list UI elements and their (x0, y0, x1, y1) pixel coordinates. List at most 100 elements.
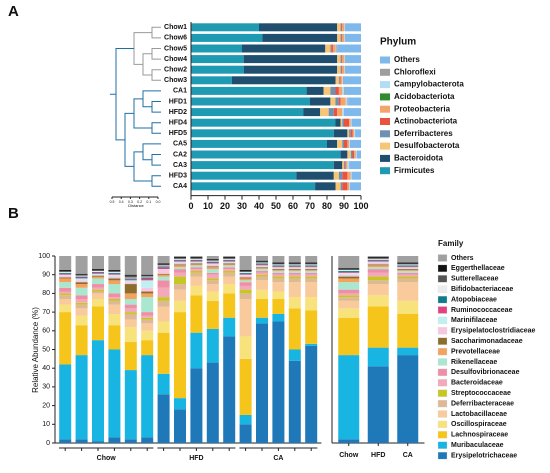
bar-segment (174, 398, 186, 410)
bar-segment (141, 330, 154, 341)
bar-segment (335, 118, 341, 127)
bar-segment (59, 304, 72, 313)
bar-segment (124, 439, 137, 443)
dendrogram-branch (151, 48, 161, 60)
legend-swatch (437, 347, 448, 356)
row-label: CA5 (173, 141, 187, 148)
legend-label: Campylobacterota (394, 80, 464, 89)
legend-swatch (437, 420, 448, 429)
bar-segment (288, 282, 301, 298)
bar-segment (338, 76, 340, 85)
bar-segment (174, 312, 186, 399)
x-tick-label: Chow (339, 452, 359, 459)
bar-segment (367, 257, 389, 259)
legend-swatch (437, 254, 448, 262)
x-tick-label: 10 (203, 201, 213, 211)
bar-segment (108, 284, 121, 294)
bar-segment (397, 265, 419, 267)
legend-label: Oscillospiraceae (451, 421, 507, 428)
bar-segment (288, 256, 301, 263)
bar-segment (92, 270, 104, 271)
bar-segment (288, 267, 301, 269)
bar-segment (348, 97, 361, 106)
bar-segment (124, 327, 137, 343)
bar-segment (141, 323, 154, 331)
bar-segment (141, 317, 154, 320)
legend-swatch (380, 118, 390, 125)
bar-segment (141, 312, 154, 316)
bar-segment (367, 272, 389, 277)
bar-segment (397, 313, 419, 348)
bar-segment (174, 269, 186, 273)
bar-segment (344, 23, 345, 32)
bar-segment (256, 266, 268, 268)
bar-segment (272, 274, 285, 277)
bar-segment (344, 65, 346, 74)
legend-label: Bacteroidaceae (451, 380, 503, 387)
bar-segment (341, 55, 343, 64)
bar-segment (336, 44, 338, 53)
bar-segment (288, 268, 301, 270)
y-tick-label: 70 (42, 309, 50, 316)
bar-segment (190, 256, 203, 257)
legend-swatch (437, 327, 448, 335)
bar-segment (344, 118, 350, 127)
bar-segment (157, 306, 170, 322)
bar-segment (75, 355, 88, 440)
bar-segment (124, 274, 137, 276)
bar-segment (190, 263, 203, 265)
legend-label: Sutterellaceae (451, 276, 499, 283)
bar-segment (124, 278, 137, 280)
row-label: Chow2 (164, 67, 187, 74)
bar-segment (338, 317, 360, 356)
legend-title: Family (438, 239, 464, 248)
row-label: CA1 (173, 88, 187, 95)
legend-swatch (380, 56, 390, 64)
bar-segment (108, 271, 121, 273)
bar-segment (191, 33, 263, 42)
bar-segment (124, 277, 137, 279)
bar-segment (191, 139, 327, 148)
bar-segment (335, 182, 341, 191)
bar-segment (223, 261, 236, 263)
bar-segment (345, 65, 361, 74)
bar-segment (344, 108, 361, 117)
bar-segment (272, 270, 285, 271)
bar-segment (59, 277, 72, 279)
legend-swatch (437, 264, 448, 273)
bar-segment (347, 139, 350, 148)
bar-segment (174, 260, 186, 262)
dendrogram-axis-label: Distance (128, 203, 144, 208)
bar-segment (223, 276, 236, 285)
bar-segment (397, 264, 419, 266)
bar-segment (288, 270, 301, 271)
bar-segment (272, 268, 285, 270)
bar-segment (75, 278, 88, 281)
bar-segment (335, 86, 339, 95)
bar-segment (349, 182, 361, 191)
bar-segment (157, 373, 170, 395)
bar-segment (239, 280, 252, 283)
bar-segment (174, 256, 186, 258)
bar-segment (256, 274, 268, 277)
dendrogram-tick-label: 0.1 (146, 200, 151, 204)
bar-segment (206, 300, 219, 329)
bar-segment (191, 55, 244, 64)
bar-segment (174, 257, 186, 259)
bar-segment (124, 282, 137, 285)
bar-segment (59, 364, 72, 440)
bar-segment (367, 259, 389, 261)
bar-segment (124, 256, 137, 275)
legend-swatch (437, 451, 448, 460)
bar-segment (397, 355, 419, 443)
legend-label: Proteobacteria (394, 104, 451, 113)
legend-swatch (380, 93, 390, 101)
bar-segment (367, 306, 389, 348)
bar-segment (397, 347, 419, 356)
y-axis-label: Relative Abundance (%) (31, 307, 40, 393)
bar-segment (305, 278, 318, 283)
bar-segment (315, 182, 336, 191)
bar-segment (305, 270, 318, 271)
dendrogram-tick-label: 0.3 (128, 200, 133, 204)
